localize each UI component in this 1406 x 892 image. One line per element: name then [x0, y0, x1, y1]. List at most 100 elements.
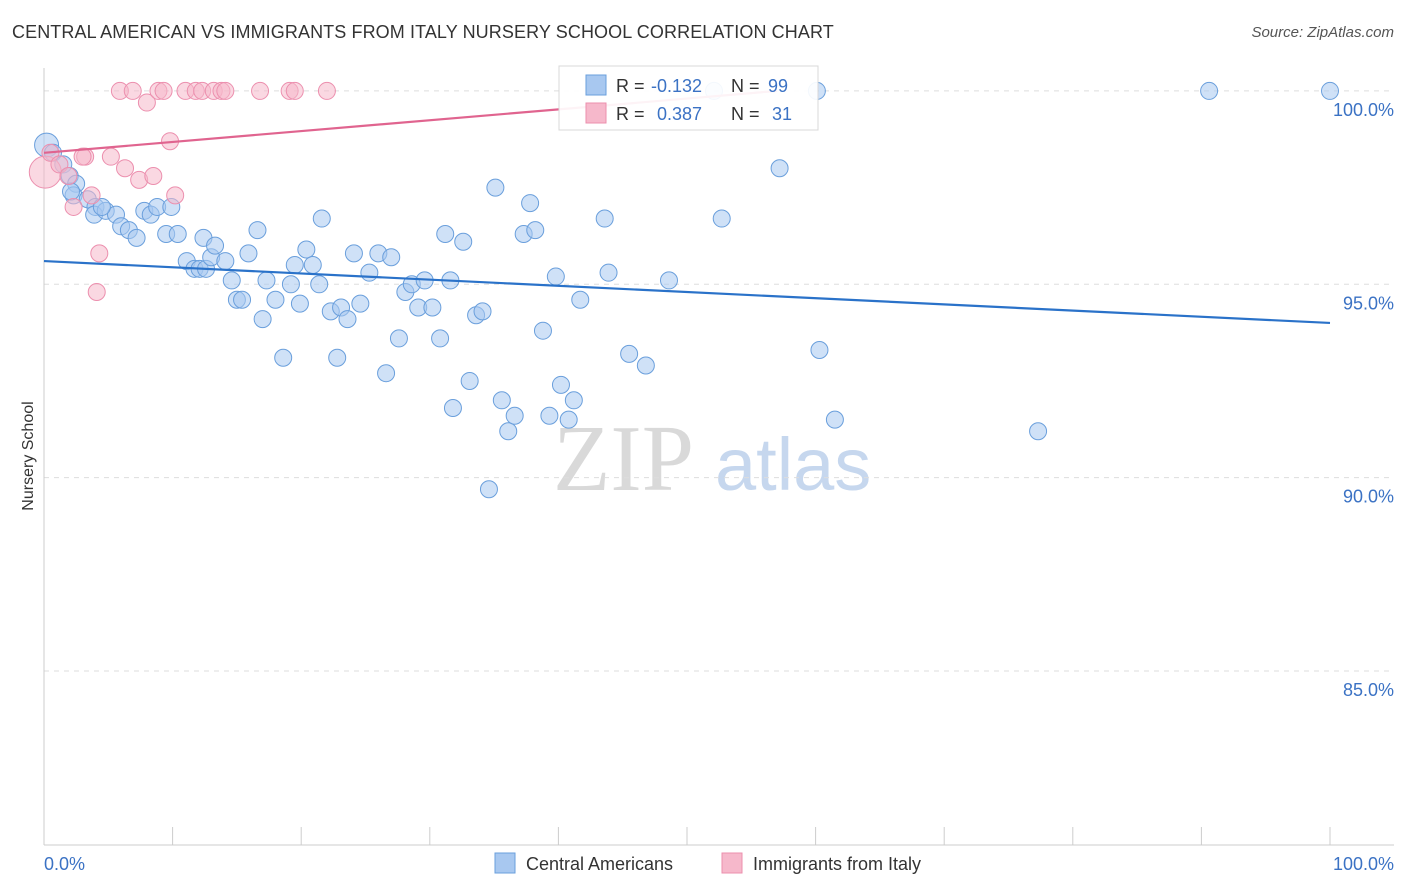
y-tick-label: 95.0% [1343, 293, 1394, 313]
data-point [770, 159, 789, 178]
stats-swatch-pink [585, 102, 607, 124]
x-tick-label: 100.0% [1333, 854, 1394, 874]
stats-legend: R = -0.132 N = 99 R = 0.387 N = 31 [558, 65, 819, 131]
data-point [492, 391, 511, 410]
data-point [620, 344, 639, 363]
data-point [1200, 81, 1219, 100]
data-point [90, 244, 109, 263]
data-point [499, 422, 518, 441]
data-point [253, 310, 272, 329]
data-point [216, 252, 235, 271]
watermark-atlas: atlas [715, 423, 871, 506]
data-point [154, 81, 173, 100]
y-tick-label: 100.0% [1333, 100, 1394, 120]
data-point [389, 329, 408, 348]
data-point [303, 255, 322, 274]
data-point [216, 81, 235, 100]
data-point [526, 221, 545, 240]
data-point [436, 225, 455, 244]
data-point [222, 271, 241, 290]
data-point [285, 255, 304, 274]
axes: 100.0% 95.0% 90.0% 85.0% [43, 68, 1394, 846]
data-point [1029, 422, 1048, 441]
data-point [540, 406, 559, 425]
data-point [274, 348, 293, 367]
data-point [564, 391, 583, 410]
series-immigrants-from-italy [28, 81, 336, 302]
data-point [636, 356, 655, 375]
data-point [595, 209, 614, 228]
data-point [251, 81, 270, 100]
data-point [166, 186, 185, 205]
legend-swatch-immigrants-from-italy [721, 852, 743, 874]
data-point [127, 228, 146, 247]
data-point [123, 81, 142, 100]
stats-swatch-blue [585, 74, 607, 96]
data-point [82, 186, 101, 205]
stats-r-value: 0.387 [657, 104, 702, 124]
data-point [344, 244, 363, 263]
data-point [297, 240, 316, 259]
data-point [233, 290, 252, 309]
stats-r-label: R = [616, 104, 645, 124]
data-point [116, 159, 135, 178]
legend-swatch-central-americans [494, 852, 516, 874]
data-point [659, 271, 678, 290]
data-point [460, 371, 479, 390]
data-point [810, 341, 829, 360]
stats-r-value: -0.132 [651, 76, 702, 96]
legend-label-central-americans: Central Americans [526, 854, 673, 874]
data-point [521, 194, 540, 213]
stats-n-value: 31 [772, 104, 792, 124]
data-point [486, 178, 505, 197]
data-point [285, 81, 304, 100]
data-point [377, 364, 396, 383]
data-point [505, 406, 524, 425]
data-point [87, 283, 106, 302]
data-point [239, 244, 258, 263]
data-point [533, 321, 552, 340]
data-point [712, 209, 731, 228]
watermark-zip: ZIP [553, 407, 694, 511]
data-point [257, 271, 276, 290]
data-point [443, 399, 462, 418]
data-point [168, 225, 187, 244]
data-point [559, 410, 578, 429]
data-point [328, 348, 347, 367]
x-tick-label: 0.0% [44, 854, 85, 874]
stats-n-value: 99 [768, 76, 788, 96]
data-point [137, 93, 156, 112]
data-point [64, 197, 83, 216]
data-point [101, 147, 120, 166]
bottom-legend: Central Americans Immigrants from Italy [494, 852, 921, 874]
data-point [431, 329, 450, 348]
data-point [479, 480, 498, 499]
y-axis-label: Nursery School [20, 401, 37, 510]
data-point [382, 248, 401, 267]
stats-r-label: R = [616, 76, 645, 96]
data-point [351, 294, 370, 313]
data-point [599, 263, 618, 282]
data-point [248, 221, 267, 240]
data-point [266, 290, 285, 309]
data-point [281, 275, 300, 294]
data-point [144, 167, 163, 186]
data-point [62, 182, 81, 201]
data-point [59, 167, 78, 186]
y-tick-label: 85.0% [1343, 680, 1394, 700]
legend-label-immigrants-from-italy: Immigrants from Italy [753, 854, 921, 874]
data-point [423, 298, 442, 317]
data-point [825, 410, 844, 429]
series-central-americans [34, 81, 1339, 499]
data-point [546, 267, 565, 286]
y-tick-label: 90.0% [1343, 487, 1394, 507]
data-point [1321, 81, 1339, 100]
data-point [360, 263, 379, 282]
data-point [92, 197, 111, 216]
gridlines [44, 90, 1394, 672]
data-point [317, 81, 336, 100]
chart-title: CENTRAL AMERICAN VS IMMIGRANTS FROM ITAL… [12, 22, 834, 42]
data-point [473, 302, 492, 321]
data-point [206, 236, 225, 255]
data-point [551, 375, 570, 394]
